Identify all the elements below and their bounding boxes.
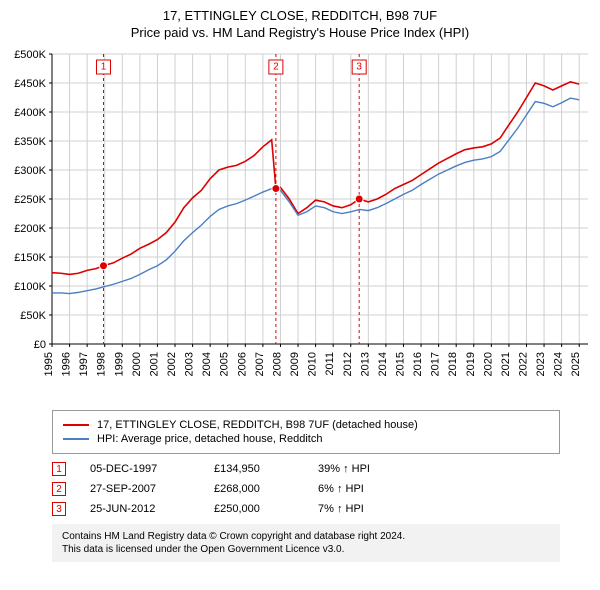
sale-price: £250,000 [214, 503, 294, 515]
sale-date: 27-SEP-2007 [90, 483, 190, 495]
x-tick-label: 1995 [43, 352, 55, 376]
x-tick-label: 2016 [412, 352, 424, 376]
sale-marker-num: 3 [356, 62, 362, 73]
sale-marker: 1 [52, 462, 66, 476]
y-tick-label: £400K [14, 107, 46, 119]
x-tick-label: 2024 [553, 352, 565, 376]
sales-list: 1 05-DEC-1997 £134,950 39% ↑ HPI 2 27-SEP-200… [52, 462, 560, 516]
x-tick-label: 2004 [201, 352, 213, 376]
x-tick-label: 2006 [236, 352, 248, 376]
x-tick-label: 2020 [482, 352, 494, 376]
sale-row: 1 05-DEC-1997 £134,950 39% ↑ HPI [52, 462, 560, 476]
sale-marker: 3 [52, 502, 66, 516]
sale-diff: 6% ↑ HPI [318, 483, 418, 495]
x-tick-label: 2023 [535, 352, 547, 376]
x-tick-label: 2008 [271, 352, 283, 376]
x-tick-label: 2022 [517, 352, 529, 376]
x-tick-label: 2021 [500, 352, 512, 376]
x-tick-label: 2009 [289, 352, 301, 376]
y-tick-label: £450K [14, 78, 46, 90]
sale-price: £268,000 [214, 483, 294, 495]
chart-area: £0 £50K £100K £150K £200K £250K £300K £350K £400… [0, 44, 600, 404]
x-tick-label: 1998 [96, 352, 108, 376]
x-tick-label: 2003 [184, 352, 196, 376]
y-tick-label: £150K [14, 252, 46, 264]
sale-marker: 2 [52, 482, 66, 496]
footer-attribution: Contains HM Land Registry data © Crown c… [52, 524, 560, 562]
legend-label: HPI: Average price, detached house, Redd… [97, 433, 322, 445]
title-subtitle: Price paid vs. HM Land Registry's House … [10, 25, 590, 40]
sale-diff: 7% ↑ HPI [318, 503, 418, 515]
legend-row: 17, ETTINGLEY CLOSE, REDDITCH, B98 7UF (… [63, 419, 549, 431]
x-tick-label: 2011 [324, 352, 336, 376]
sale-marker-num: 2 [273, 62, 279, 73]
x-tick-label: 2013 [359, 352, 371, 376]
sale-dot [355, 195, 363, 203]
footer-line2: This data is licensed under the Open Gov… [62, 543, 550, 556]
x-tick-label: 2025 [570, 352, 582, 376]
chart-container: 17, ETTINGLEY CLOSE, REDDITCH, B98 7UF P… [0, 0, 600, 562]
sale-diff: 39% ↑ HPI [318, 463, 418, 475]
sale-date: 25-JUN-2012 [90, 503, 190, 515]
sale-price: £134,950 [214, 463, 294, 475]
legend-swatch [63, 438, 89, 440]
y-tick-label: £500K [14, 49, 46, 61]
sale-dot [272, 185, 280, 193]
x-tick-label: 2001 [148, 352, 160, 376]
sale-date: 05-DEC-1997 [90, 463, 190, 475]
sale-row: 3 25-JUN-2012 £250,000 7% ↑ HPI [52, 502, 560, 516]
footer-line1: Contains HM Land Registry data © Crown c… [62, 530, 550, 543]
y-tick-label: £350K [14, 136, 46, 148]
x-tick-label: 1999 [113, 352, 125, 376]
x-tick-label: 2007 [254, 352, 266, 376]
y-tick-label: £300K [14, 165, 46, 177]
chart-svg: £0 £50K £100K £150K £200K £250K £300K £350K £400… [0, 44, 600, 404]
legend-swatch [63, 424, 89, 426]
x-tick-label: 2000 [131, 352, 143, 376]
sale-marker-num: 1 [101, 62, 107, 73]
y-tick-label: £250K [14, 194, 46, 206]
title-address: 17, ETTINGLEY CLOSE, REDDITCH, B98 7UF [10, 8, 590, 23]
x-tick-label: 1997 [78, 352, 90, 376]
x-tick-label: 2019 [465, 352, 477, 376]
y-tick-label: £50K [20, 310, 46, 322]
x-tick-label: 2015 [394, 352, 406, 376]
x-tick-label: 2002 [166, 352, 178, 376]
x-tick-label: 2005 [219, 352, 231, 376]
y-tick-label: £0 [34, 339, 46, 351]
x-tick-label: 1996 [61, 352, 73, 376]
x-tick-label: 2012 [342, 352, 354, 376]
x-tick-label: 2018 [447, 352, 459, 376]
x-tick-label: 2014 [377, 352, 389, 376]
legend-row: HPI: Average price, detached house, Redd… [63, 433, 549, 445]
title-block: 17, ETTINGLEY CLOSE, REDDITCH, B98 7UF P… [0, 0, 600, 44]
sale-dot [99, 262, 107, 270]
x-tick-label: 2017 [430, 352, 442, 376]
legend-box: 17, ETTINGLEY CLOSE, REDDITCH, B98 7UF (… [52, 410, 560, 454]
y-tick-label: £100K [14, 281, 46, 293]
legend-label: 17, ETTINGLEY CLOSE, REDDITCH, B98 7UF (… [97, 419, 418, 431]
x-tick-label: 2010 [307, 352, 319, 376]
sale-row: 2 27-SEP-2007 £268,000 6% ↑ HPI [52, 482, 560, 496]
y-tick-label: £200K [14, 223, 46, 235]
